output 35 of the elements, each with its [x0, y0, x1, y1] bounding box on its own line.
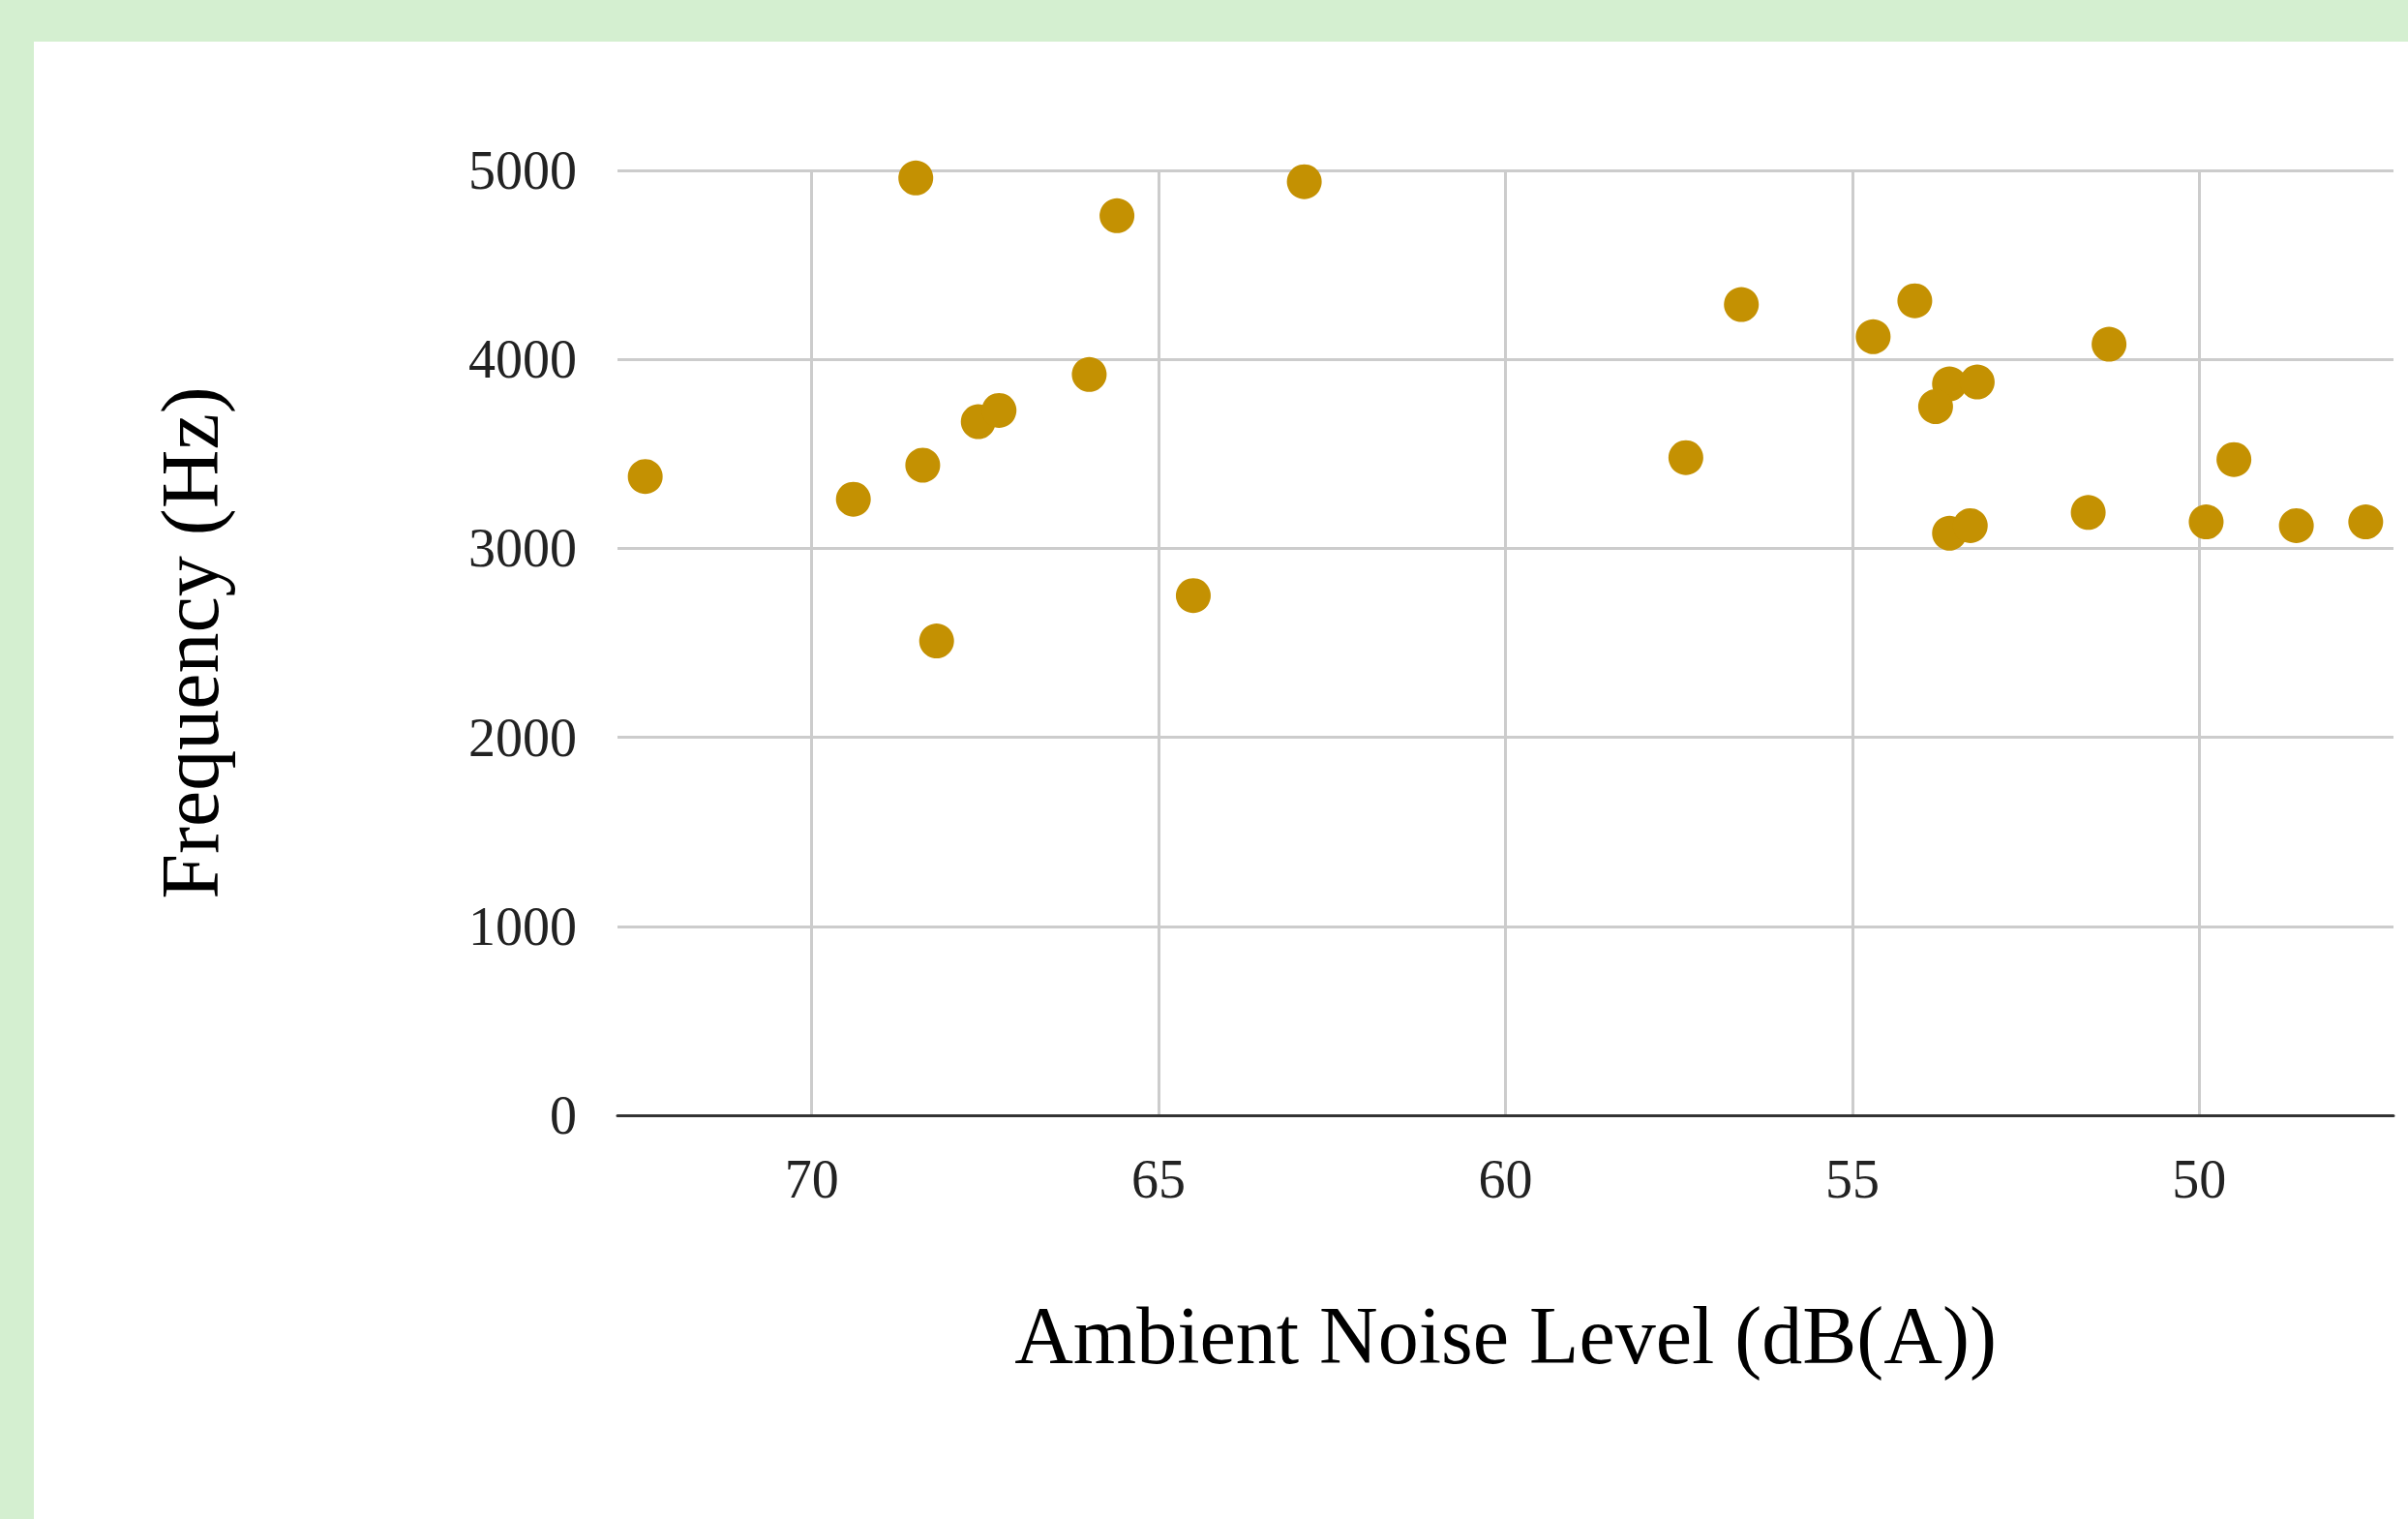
point	[898, 160, 934, 196]
point	[1917, 389, 1953, 424]
point	[1855, 319, 1891, 354]
point	[1286, 164, 1322, 199]
point	[2348, 504, 2384, 540]
point	[2092, 326, 2127, 362]
point	[627, 459, 663, 495]
x-tick-label: 70	[784, 1149, 839, 1209]
point	[2216, 441, 2252, 477]
y-tick-label: 2000	[468, 707, 577, 768]
point	[1952, 507, 1988, 543]
point	[835, 481, 871, 517]
point	[1175, 578, 1211, 614]
y-tick-label: 0	[550, 1085, 577, 1145]
point	[1897, 283, 1933, 319]
x-tick-label: 50	[2172, 1149, 2227, 1209]
y-axis-title: Frequency (Hz)	[144, 386, 236, 899]
x-tick-label: 55	[1824, 1149, 1880, 1209]
point	[918, 623, 954, 659]
x-tick-label: 60	[1478, 1149, 1533, 1209]
x-axis-title: Ambient Noise Level (dB(A))	[1014, 1290, 1997, 1382]
point	[2278, 507, 2314, 543]
point	[981, 392, 1017, 428]
point	[1071, 356, 1107, 392]
point	[905, 447, 941, 483]
x-tick-label: 65	[1131, 1149, 1187, 1209]
point	[2188, 504, 2224, 540]
y-tick-label: 3000	[468, 518, 577, 579]
point	[1724, 287, 1760, 322]
y-tick-label: 4000	[468, 329, 577, 390]
point	[1668, 440, 1703, 475]
point	[1099, 197, 1135, 233]
y-tick-label: 5000	[468, 140, 577, 200]
point	[2070, 495, 2106, 531]
y-tick-label: 1000	[468, 896, 577, 957]
